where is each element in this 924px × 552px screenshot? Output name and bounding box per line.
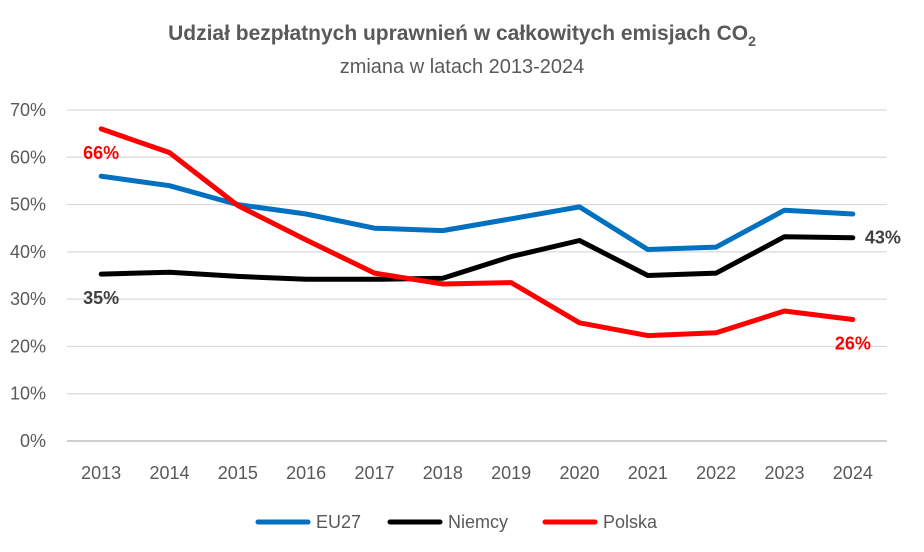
data-labels: 66% 35% 43% 26% [83,143,901,354]
chart-title: Udział bezpłatnych uprawnień w całkowity… [168,22,756,49]
y-tick-label: 40% [10,242,46,262]
gridlines [67,109,887,442]
chart-title-main: Udział bezpłatnych uprawnień w całkowity… [168,22,748,45]
data-label: 43% [865,228,901,248]
y-tick-label: 50% [10,195,46,215]
x-tick-label: 2019 [491,463,531,483]
y-tick-label: 0% [20,431,46,451]
x-tick-label: 2022 [696,463,736,483]
x-tick-label: 2016 [286,463,326,483]
x-tick-label: 2021 [628,463,668,483]
series-lines [98,126,856,339]
x-tick-label: 2020 [559,463,599,483]
y-tick-label: 30% [10,289,46,309]
series-line-polska [98,126,856,339]
x-tick-label: 2014 [149,463,189,483]
chart-subtitle: zmiana w latach 2013-2024 [340,56,585,78]
x-tick-label: 2015 [218,463,258,483]
y-tick-label: 60% [10,147,46,167]
y-tick-label: 70% [10,100,46,120]
data-label: 26% [835,333,871,353]
data-label: 35% [83,288,119,308]
y-tick-label: 10% [10,384,46,404]
legend-label: Polska [603,512,658,532]
x-tick-label: 2017 [354,463,394,483]
x-tick-label: 2024 [833,463,873,483]
legend-label: EU27 [316,512,361,532]
chart-title-subscript: 2 [748,33,756,49]
x-tick-label: 2013 [81,463,121,483]
legend: EU27 Niemcy Polska [255,512,658,532]
x-tick-label: 2023 [764,463,804,483]
series-line-niemcy [98,234,856,282]
legend-label: Niemcy [448,512,508,532]
y-axis-ticks: 0% 10% 20% 30% 40% 50% 60% 70% [10,100,46,451]
y-tick-label: 20% [10,336,46,356]
data-label: 66% [83,143,119,163]
x-tick-label: 2018 [423,463,463,483]
x-axis-ticks: 2013 2014 2015 2016 2017 2018 2019 2020 2021 2022… [81,463,873,483]
series-line-eu27 [98,173,856,252]
